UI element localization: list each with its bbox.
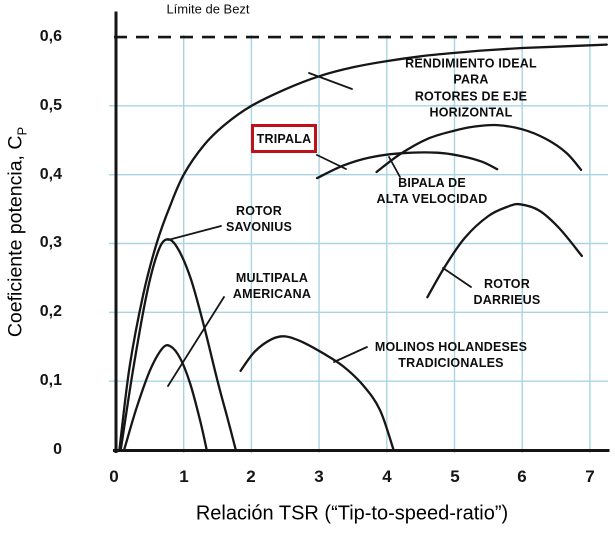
label-savonius: ROTOR SAVONIUS [226, 203, 292, 234]
label-molinos: MOLINOS HOLANDESES TRADICIONALES [374, 339, 528, 370]
y-axis-title-subscript: P [14, 126, 30, 136]
leader-savonius [167, 225, 222, 241]
y-tick-0-1: 0,1 [39, 372, 62, 389]
y-tick-0: 0 [53, 441, 62, 458]
x-tick-4: 4 [382, 467, 392, 486]
curve-ideal [118, 43, 608, 452]
x-axis-title: Relación TSR (“Tip-to-speed-ratio”) [195, 502, 509, 525]
x-tick-7: 7 [585, 467, 595, 486]
curve-bipala [375, 123, 583, 174]
y-tick-0-2: 0,2 [39, 303, 62, 320]
label-multipala: MULTIPALA AMERICANA [232, 270, 312, 301]
tripala-highlight-box: TRIPALA [251, 124, 317, 153]
leader-darrieus [442, 267, 472, 288]
leader-multipala [167, 296, 225, 387]
x-tick-0: 0 [109, 467, 119, 486]
betz-limit-label: Límite de Bezt [166, 1, 250, 17]
label-ideal-rotors: RENDIMIENTO IDEAL PARA ROTORES DE EJE HO… [405, 56, 537, 120]
y-tick-0-5: 0,5 [39, 97, 62, 114]
y-axis-title: Coeficiente potencia, CP [5, 127, 30, 337]
y-axis-title-text: Coeficiente potencia, C [4, 135, 27, 338]
y-tick-0-3: 0,3 [39, 234, 62, 251]
x-tick-6: 6 [517, 467, 527, 486]
label-bipala: BIPALA DE ALTA VELOCIDAD [376, 175, 488, 206]
curve-savonius [119, 238, 237, 452]
x-tick-3: 3 [314, 467, 324, 486]
leader-ideal [308, 72, 353, 90]
y-tick-0-6: 0,6 [39, 28, 62, 45]
x-tick-1: 1 [179, 467, 189, 486]
curve-multipala [122, 344, 208, 452]
curve-tripala [315, 151, 499, 180]
label-tripala: TRIPALA [256, 131, 312, 146]
leader-molinos [333, 346, 368, 363]
y-tick-0-4: 0,4 [39, 166, 62, 183]
label-darrieus: ROTOR DARRIEUS [473, 276, 541, 307]
curve-darrieus [426, 202, 583, 299]
x-tick-2: 2 [246, 467, 256, 486]
curve-molinos [239, 335, 395, 452]
x-tick-5: 5 [450, 467, 460, 486]
